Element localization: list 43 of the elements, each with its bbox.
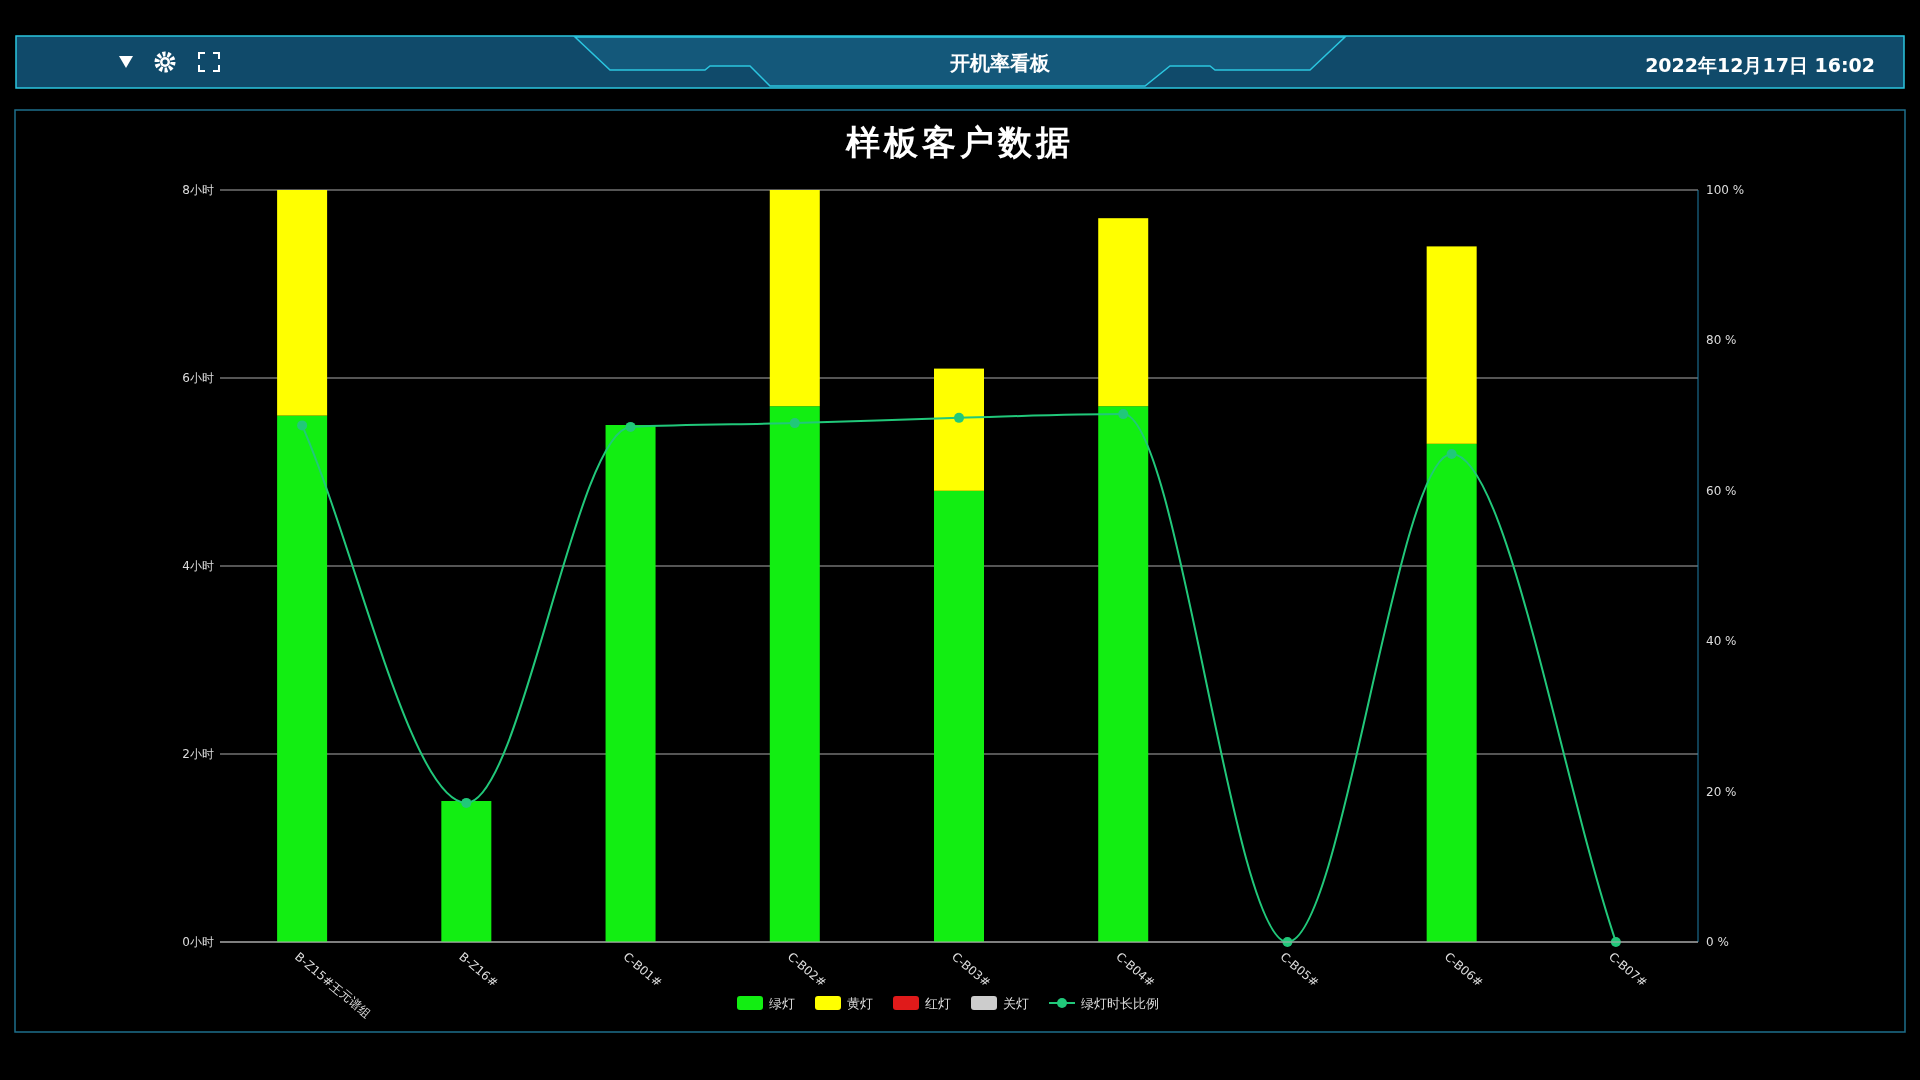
bar: [277, 190, 328, 416]
y2-tick-label: 40 %: [1706, 634, 1737, 649]
point: [297, 420, 308, 431]
bar: [769, 406, 820, 942]
point: [789, 418, 800, 429]
text: 开机率看板: [949, 51, 1051, 75]
bar: [769, 190, 820, 407]
y2-tick-label: 100 %: [1706, 183, 1745, 197]
point: [461, 797, 472, 808]
bar: [605, 425, 656, 942]
y-tick-label: 0小时: [182, 935, 214, 949]
y-tick-label: 2小时: [182, 747, 214, 761]
legend-黄灯: 黄灯: [815, 996, 873, 1011]
y-tick-label: 8小时: [182, 183, 214, 197]
legend-绿灯: 绿灯: [737, 996, 795, 1011]
y-tick-label: 4小时: [182, 559, 214, 573]
legend-红灯: 红灯: [893, 996, 951, 1011]
bar: [934, 368, 984, 491]
point: [954, 412, 964, 423]
bar: [1098, 406, 1149, 942]
legend-关灯: 关灯: [971, 996, 1029, 1011]
bar: [1426, 246, 1477, 444]
bar: [934, 490, 984, 942]
y2-tick-label: 0 %: [1706, 935, 1729, 949]
text: 2022年12月17日 16:02: [1645, 54, 1875, 76]
point: [625, 421, 636, 432]
y2-tick-label: 60 %: [1706, 483, 1737, 498]
legend-绿灯时长比例: 绿灯时长比例: [1048, 996, 1159, 1011]
bar: [1098, 218, 1149, 407]
y-tick-label: 6小时: [182, 371, 214, 385]
legend-label: 绿灯时长比例: [1081, 996, 1159, 1011]
legend-label: 黄灯: [847, 996, 873, 1011]
bar: [277, 415, 328, 942]
legend-label: 关灯: [1003, 996, 1029, 1011]
legend-label: 绿灯: [769, 996, 795, 1011]
y2-tick-label: 80 %: [1706, 333, 1737, 348]
legend-label: 红灯: [925, 996, 951, 1011]
point: [1446, 448, 1457, 459]
bar: [441, 801, 492, 942]
bar: [1426, 443, 1477, 942]
point: [1118, 409, 1129, 420]
y2-tick-label: 20 %: [1706, 784, 1737, 799]
chart-title: 样板客户数据: [845, 122, 1074, 162]
